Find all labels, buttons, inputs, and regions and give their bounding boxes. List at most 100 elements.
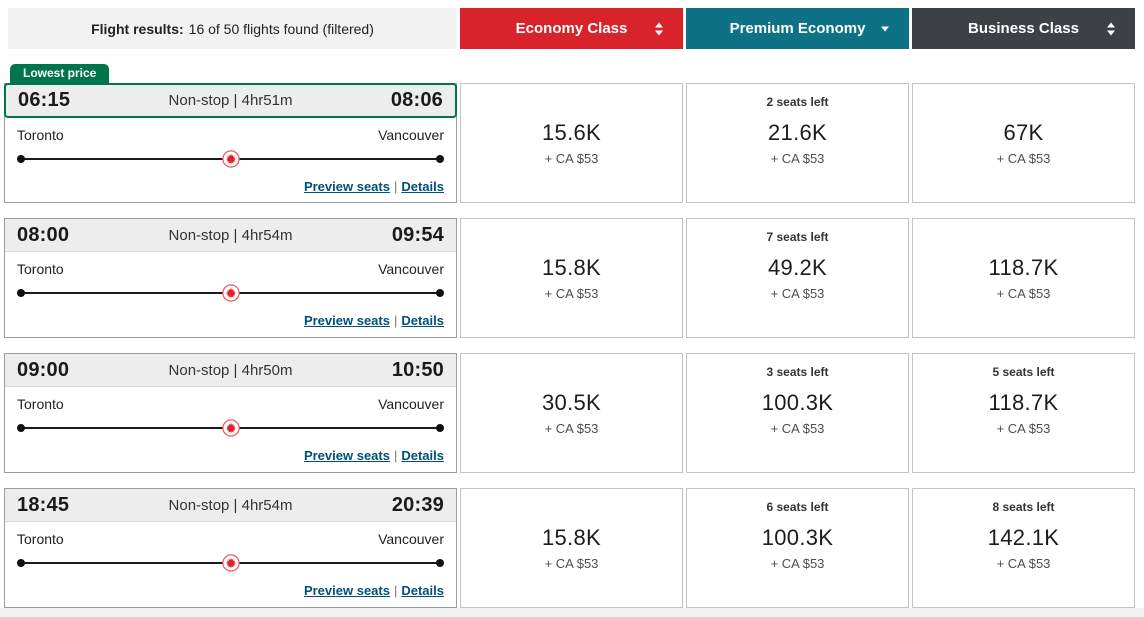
flight-card-body: Toronto Vancouver [5,118,456,203]
seats-left: 3 seats left [766,365,829,379]
flight-times-bar: 08:00 Non-stop | 4hr54m 09:54 [5,219,456,252]
cash-fee: + CA $53 [996,286,1051,301]
cash-fee: + CA $53 [544,286,599,301]
points-price: 49.2K [768,255,827,280]
maple-leaf-icon [221,150,240,168]
cabin-button-business-class[interactable]: Business Class [912,8,1135,49]
flight-summary-column: 18:45 Non-stop | 4hr54m 20:39 Toronto Va… [4,488,457,608]
route-graphic [17,150,444,168]
link-separator: | [393,583,398,598]
cash-fee: + CA $53 [996,556,1051,571]
flight-links: Preview seats | Details [304,583,444,598]
points-price: 15.8K [542,525,601,550]
fare-cell-premium-economy[interactable]: 2 seats left 21.6K + CA $53 [686,83,909,203]
fare-cell-business[interactable]: 118.7K + CA $53 [912,218,1135,338]
cash-fee: + CA $53 [544,556,599,571]
cash-fee: + CA $53 [770,151,825,166]
cabin-button-label: Premium Economy [729,20,866,37]
results-header: Flight results: 16 of 50 flights found (… [0,8,1144,49]
origin-city: Toronto [17,261,64,277]
points-price: 15.6K [542,120,601,145]
flight-row: 18:45 Non-stop | 4hr54m 20:39 Toronto Va… [0,488,1144,608]
destination-city: Vancouver [378,261,444,277]
fare-cell-business[interactable]: 67K + CA $53 [912,83,1135,203]
flight-row: 08:00 Non-stop | 4hr54m 09:54 Toronto Va… [0,218,1144,338]
seats-left: 8 seats left [992,500,1055,514]
origin-city: Toronto [17,127,64,143]
flight-summary-column: 08:00 Non-stop | 4hr54m 09:54 Toronto Va… [4,218,457,338]
cash-fee: + CA $53 [770,421,825,436]
cash-fee: + CA $53 [770,556,825,571]
arrival-time: 08:06 [390,89,443,111]
origin-dot [17,559,25,567]
route-graphic [17,419,444,437]
destination-city: Vancouver [378,127,444,143]
results-label: Flight results: [91,20,184,37]
preview-seats-link[interactable]: Preview seats [303,583,390,598]
flight-times-bar: 18:45 Non-stop | 4hr54m 20:39 [5,489,456,522]
points-price: 118.7K [988,390,1059,415]
destination-dot [436,289,444,297]
details-link[interactable]: Details [401,313,444,328]
origin-city: Toronto [17,396,64,412]
cabin-button-premium-economy[interactable]: Premium Economy [686,8,909,49]
flight-summary-column: 09:00 Non-stop | 4hr50m 10:50 Toronto Va… [4,353,457,473]
flight-links: Preview seats | Details [304,313,444,328]
preview-seats-link[interactable]: Preview seats [303,313,390,328]
departure-time: 06:15 [18,89,71,111]
points-price: 142.1K [987,525,1060,550]
flight-card-body: Toronto Vancouver [5,387,456,472]
flight-times-bar: 09:00 Non-stop | 4hr50m 10:50 [5,354,456,387]
cash-fee: + CA $53 [544,151,599,166]
link-separator: | [393,179,398,194]
city-labels: Toronto Vancouver [17,127,444,143]
fare-cell-economy[interactable]: 15.6K + CA $53 [460,83,683,203]
fare-cell-business[interactable]: 8 seats left 142.1K + CA $53 [912,488,1135,608]
preview-seats-link[interactable]: Preview seats [303,448,390,463]
preview-seats-link[interactable]: Preview seats [303,179,390,194]
lowest-price-badge: Lowest price [10,64,110,83]
fare-cell-economy[interactable]: 15.8K + CA $53 [460,488,683,608]
results-list: Lowest price 06:15 Non-stop | 4hr51m 08:… [0,64,1144,608]
destination-city: Vancouver [378,396,444,412]
route-info: Non-stop | 4hr54m [168,226,293,244]
fare-cell-economy[interactable]: 15.8K + CA $53 [460,218,683,338]
city-labels: Toronto Vancouver [17,531,444,547]
details-link[interactable]: Details [401,448,444,463]
fare-cell-economy[interactable]: 30.5K + CA $53 [460,353,683,473]
details-link[interactable]: Details [401,179,444,194]
fare-cell-business[interactable]: 5 seats left 118.7K + CA $53 [912,353,1135,473]
fare-cell-premium-economy[interactable]: 7 seats left 49.2K + CA $53 [686,218,909,338]
sort-up-down-icon [655,22,663,35]
origin-dot [17,155,25,163]
fare-cell-premium-economy[interactable]: 6 seats left 100.3K + CA $53 [686,488,909,608]
flight-results-summary: Flight results: 16 of 50 flights found (… [8,8,457,49]
flight-row: 09:00 Non-stop | 4hr50m 10:50 Toronto Va… [0,353,1144,473]
departure-time: 18:45 [17,493,70,516]
flight-card-body: Toronto Vancouver [5,522,456,607]
chevron-down-icon [881,26,889,31]
fare-cell-premium-economy[interactable]: 3 seats left 100.3K + CA $53 [686,353,909,473]
flight-links: Preview seats | Details [304,179,444,194]
cabin-button-label: Economy Class [515,20,628,37]
points-price: 21.6K [768,120,827,145]
route-graphic [17,284,444,302]
route-info: Non-stop | 4hr51m [168,92,293,109]
destination-dot [436,155,444,163]
seats-left: 6 seats left [766,500,829,514]
results-count-text: 16 of 50 flights found (filtered) [188,20,374,37]
arrival-time: 09:54 [391,223,444,246]
flight-card: 06:15 Non-stop | 4hr51m 08:06 Toronto Va… [4,83,457,203]
maple-leaf-icon [221,284,240,302]
seats-left: 2 seats left [766,95,829,109]
destination-dot [436,424,444,432]
route-info: Non-stop | 4hr54m [168,496,293,514]
flight-card: 08:00 Non-stop | 4hr54m 09:54 Toronto Va… [4,218,457,338]
points-price: 15.8K [542,255,601,280]
destination-dot [436,559,444,567]
cabin-button-economy-class[interactable]: Economy Class [460,8,683,49]
destination-city: Vancouver [378,531,444,547]
details-link[interactable]: Details [401,583,444,598]
points-price: 67K [1003,120,1044,145]
